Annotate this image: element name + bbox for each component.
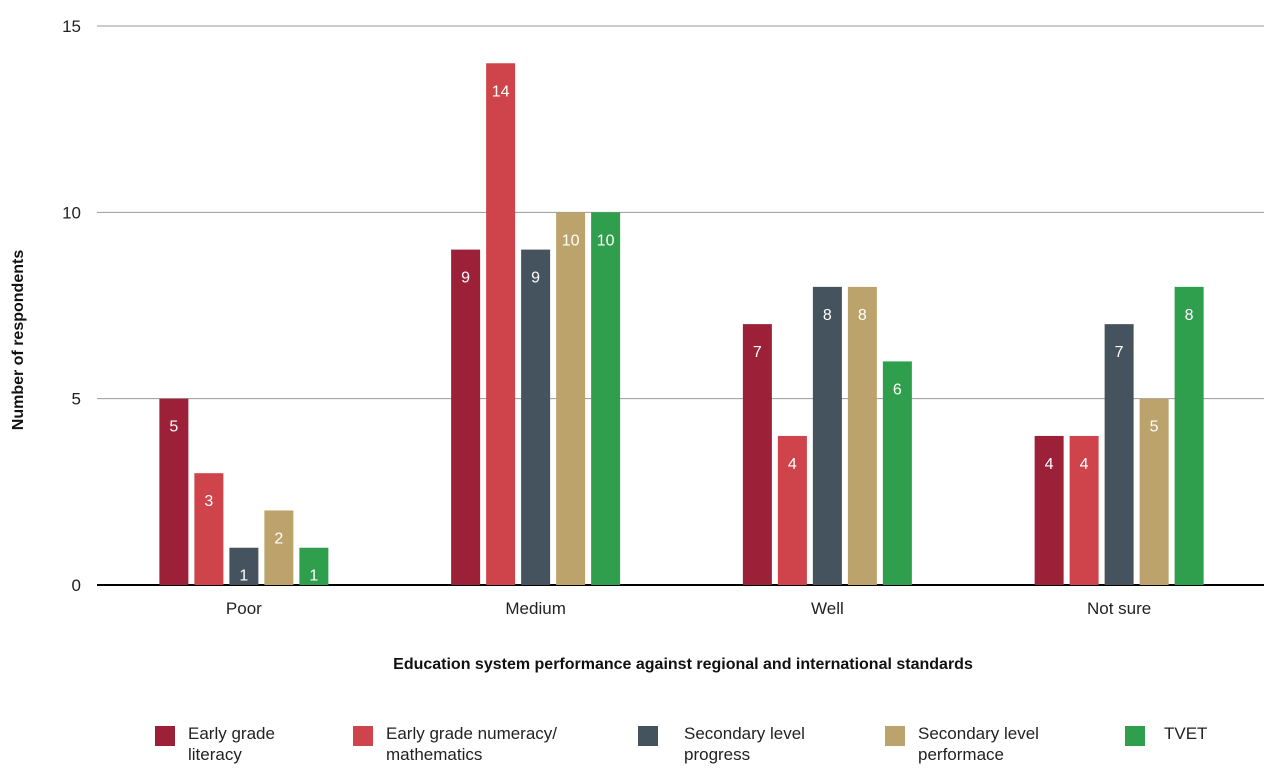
y-tick-label: 10 (62, 203, 81, 222)
bar-value-label: 1 (239, 568, 248, 585)
y-axis-ticks: 0 5 10 15 (62, 17, 81, 595)
bar-value-label: 4 (788, 456, 797, 473)
bar (264, 510, 294, 585)
bar (194, 473, 224, 585)
bar-value-label: 4 (1080, 456, 1089, 473)
bar-value-label: 8 (1185, 307, 1194, 324)
bar (556, 212, 586, 586)
bar-value-label: 8 (823, 307, 832, 324)
bar (521, 249, 551, 585)
legend: Early grade literacy Early grade numeracy… (155, 723, 1255, 769)
legend-swatch (155, 726, 175, 746)
legend-swatch (1125, 726, 1145, 746)
bar (1139, 398, 1169, 585)
bar (812, 286, 842, 585)
y-tick-label: 15 (62, 17, 81, 36)
bar-value-label: 6 (893, 381, 902, 398)
bar (847, 286, 877, 585)
bar (777, 435, 807, 585)
legend-item-secondary-level-performace: Secondary level performace (885, 723, 1039, 765)
bar (229, 547, 259, 585)
legend-item-tvet: TVET (1125, 723, 1207, 746)
y-axis-title: Number of respondents (10, 250, 27, 431)
bar (882, 361, 912, 585)
legend-label: Secondary level performace (918, 724, 1039, 764)
legend-label: Secondary level progress (684, 724, 805, 764)
x-category-label: Poor (226, 599, 262, 618)
legend-item-early-grade-numeracy: Early grade numeracy/mathematics (353, 723, 557, 765)
legend-item-early-grade-literacy: Early grade literacy (155, 723, 275, 765)
y-tick-label: 5 (72, 390, 81, 409)
bar (1104, 324, 1134, 585)
bar (591, 212, 621, 586)
bar (486, 63, 516, 586)
bar-value-label: 5 (1150, 419, 1159, 436)
legend-label: TVET (1164, 724, 1208, 743)
bar (299, 547, 329, 585)
bar (159, 398, 189, 585)
bar-value-label: 7 (753, 344, 762, 361)
y-tick-label: 0 (72, 576, 81, 595)
legend-label: Early grade literacy (188, 724, 275, 764)
bar-value-label: 10 (562, 232, 580, 249)
bar-value-label: 1 (309, 568, 318, 585)
bar (742, 324, 772, 585)
bar-value-label: 9 (461, 270, 470, 287)
x-category-label: Well (811, 599, 844, 618)
bar-value-label: 4 (1045, 456, 1054, 473)
bar-value-label: 3 (204, 493, 213, 510)
x-category-label: Not sure (1087, 599, 1151, 618)
bar-value-label: 14 (492, 83, 510, 100)
legend-swatch (638, 726, 658, 746)
x-category-label: Medium (505, 599, 565, 618)
bar-value-label: 10 (597, 232, 615, 249)
legend-label: Early grade numeracy/mathematics (386, 724, 558, 764)
bar (1034, 435, 1064, 585)
bar-value-label: 5 (169, 419, 178, 436)
bar-value-label: 2 (274, 530, 283, 547)
legend-swatch (353, 726, 373, 746)
bar-value-label: 9 (531, 270, 540, 287)
bar-value-label: 8 (858, 307, 867, 324)
x-axis-title: Education system performance against reg… (393, 656, 973, 673)
bar (1174, 286, 1204, 585)
legend-item-secondary-level-progress: Secondary level progress (638, 723, 805, 765)
x-axis-categories: Poor Medium Well Not sure (226, 599, 1151, 618)
bar-value-label: 7 (1115, 344, 1124, 361)
bar (1069, 435, 1099, 585)
bar (451, 249, 481, 585)
legend-swatch (885, 726, 905, 746)
